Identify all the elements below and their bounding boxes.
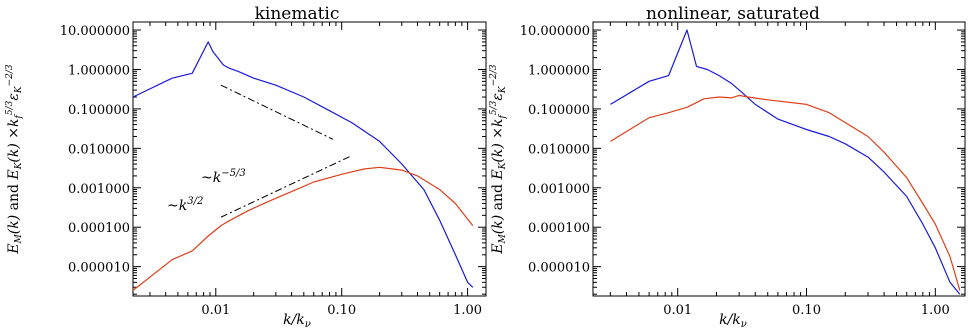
series-line-red [610,94,961,291]
series-line-blue [610,29,961,295]
y-tick-label: 0.010000 [528,142,590,157]
x-tick-label: 1.00 [921,303,950,318]
x-tick-label: 0.01 [201,303,230,318]
right-chart-title: nonlinear, saturated [646,4,820,24]
plot-frame [592,21,966,297]
y-tick-label: 0.000100 [68,221,130,236]
reference-line [220,155,352,218]
left-y-axis-label: EM(k) and EK(k) ×kf5/3εK−2/3 [5,64,24,255]
right-y-axis-label: EM(k) and EK(k) ×kf5/3εK−2/3 [489,64,508,255]
reference-line-label: ~k3/2 [167,196,203,214]
y-tick-label: 1.000000 [68,63,130,78]
x-tick-label: 0.10 [792,303,821,318]
left-x-axis-label: k/kν [283,312,311,330]
y-axis-label-text: EM(k) and EK(k) ×kf5/3εK−2/3 [5,64,24,255]
left-chart-title: kinematic [255,4,340,24]
y-axis-label-text: EM(k) and EK(k) ×kf5/3εK−2/3 [489,64,508,255]
right-plot: 0.01 0.10 1.00 10.000000 1.000000 0.100000 0.0… [520,21,966,318]
series-line-blue [132,41,474,288]
reference-line-label: ~k−5/3 [201,168,246,186]
y-tick-label: 1.000000 [528,63,590,78]
x-tick-label: 0.10 [327,303,356,318]
y-tick-label: 10.000000 [60,24,130,39]
plot-frame [132,21,487,297]
right-x-axis-label: k/kν [719,312,747,330]
y-tick-label: 0.001000 [528,182,590,197]
y-tick-label: 0.100000 [528,103,590,118]
x-tick-label: 1.00 [453,303,482,318]
y-tick-label: 0.000100 [528,221,590,236]
y-tick-label: 0.100000 [68,103,130,118]
y-tick-label: 0.000010 [528,261,590,276]
y-tick-label: 10.000000 [520,24,590,39]
y-tick-label: 0.010000 [68,142,130,157]
series-line-red [132,166,474,291]
left-plot: 0.01 0.10 1.00 10.000000 1.000000 0.100000 0.0… [60,21,487,318]
reference-line [220,84,334,140]
y-tick-label: 0.000010 [68,261,130,276]
x-tick-label: 0.01 [663,303,692,318]
y-tick-label: 0.001000 [68,182,130,197]
